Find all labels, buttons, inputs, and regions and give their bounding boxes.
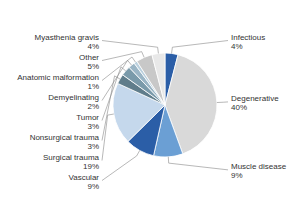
value-label: 5%	[87, 62, 99, 71]
leader-line	[102, 52, 144, 61]
slice-labels: Infectious4%Degenerative40%Muscle diseas…	[17, 33, 287, 191]
leader-line	[102, 150, 140, 180]
leader-line	[168, 157, 228, 170]
slice-label: Vascular9%	[68, 173, 99, 191]
value-label: 2%	[87, 102, 99, 111]
category-label: Tumor	[76, 113, 99, 122]
value-label: 9%	[231, 171, 243, 180]
leader-line	[172, 41, 228, 54]
value-label: 1%	[87, 82, 99, 91]
value-label: 3%	[87, 142, 99, 151]
category-label: Nonsurgical trauma	[30, 133, 100, 142]
slice-label: Tumor3%	[76, 113, 99, 131]
value-label: 40%	[231, 103, 247, 112]
chart-svg: Infectious4%Degenerative40%Muscle diseas…	[0, 0, 300, 211]
leader-line	[102, 114, 114, 160]
slice-label: Nonsurgical trauma3%	[30, 133, 100, 151]
pie-slice	[152, 53, 165, 105]
leader-line	[217, 101, 228, 103]
leader-line	[102, 67, 126, 121]
slice-label: Muscle disease9%	[231, 162, 287, 180]
category-label: Degenerative	[231, 94, 279, 103]
value-label: 4%	[87, 42, 99, 51]
slice-label: Anatomic malformation1%	[17, 73, 99, 91]
slice-label: Myasthenia gravis4%	[35, 33, 99, 51]
slice-label: Infectious4%	[231, 33, 265, 51]
value-label: 3%	[87, 122, 99, 131]
value-label: 9%	[87, 182, 99, 191]
value-label: 19%	[83, 162, 99, 171]
slice-label: Demyelinating2%	[48, 93, 99, 111]
category-label: Vascular	[68, 173, 99, 182]
category-label: Infectious	[231, 33, 265, 42]
slice-label: Degenerative40%	[231, 94, 279, 112]
leader-line	[102, 60, 132, 100]
category-label: Other	[79, 53, 99, 62]
chart-container: Infectious4%Degenerative40%Muscle diseas…	[0, 0, 300, 211]
category-label: Myasthenia gravis	[35, 33, 99, 42]
category-label: Demyelinating	[48, 93, 99, 102]
category-label: Muscle disease	[231, 162, 287, 171]
slice-label: Surgical trauma19%	[43, 153, 100, 171]
leader-lines	[102, 41, 228, 181]
leader-line	[102, 41, 158, 54]
category-label: Surgical trauma	[43, 153, 100, 162]
leader-line	[102, 57, 136, 80]
slices	[113, 53, 217, 157]
category-label: Anatomic malformation	[17, 73, 99, 82]
leader-line	[102, 76, 120, 141]
slice-label: Other5%	[79, 53, 99, 71]
value-label: 4%	[231, 42, 243, 51]
